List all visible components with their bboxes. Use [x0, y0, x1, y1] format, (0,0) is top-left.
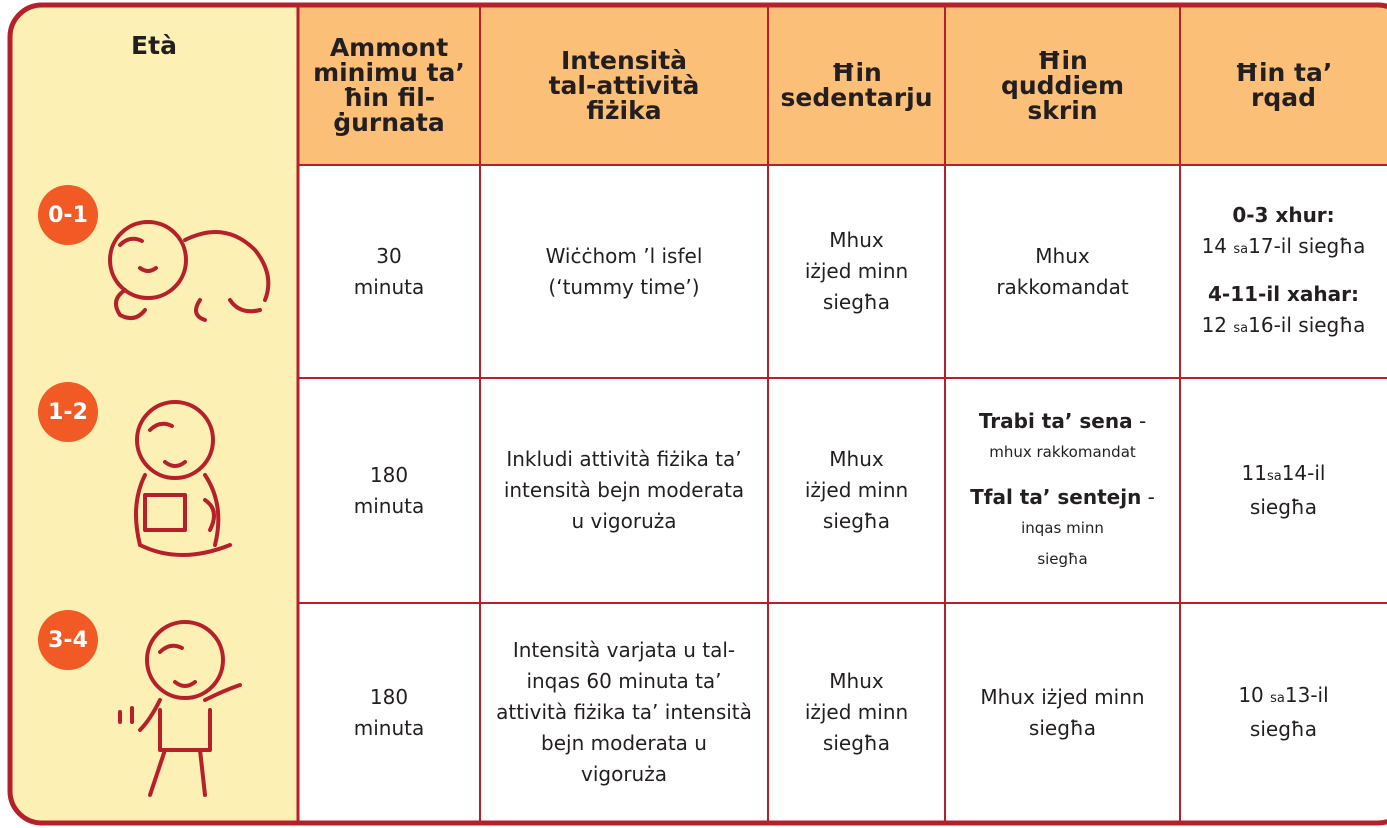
sleep-text: 12	[1201, 312, 1228, 337]
header-cell: Ħin sedentarju	[780, 58, 933, 112]
sleep-label: 4-11-il xahar:	[1207, 281, 1359, 306]
header-cell: Ħin ta’ rqad	[1234, 58, 1333, 112]
header-cell: Ħin quddiem skrin	[1000, 45, 1125, 125]
minimum-cell: 30 minuta	[353, 243, 425, 299]
age-badge: 3-4	[38, 610, 98, 670]
grid-lines	[296, 5, 1387, 822]
sleep-cell: 10 sa13-il siegħa	[1180, 603, 1387, 822]
table-border	[7, 2, 1387, 826]
age-badge: 0-1	[38, 185, 98, 245]
sleep-label: 0-3 xhur:	[1232, 202, 1335, 227]
minimum-cell: 180 minuta	[353, 684, 425, 740]
sleep-text: 17-il siegħa	[1248, 233, 1366, 258]
sleep-text: 16-il siegħa	[1248, 312, 1366, 337]
intensity-cell: Wiċċhom ’l isfel (‘tummy time’)	[545, 243, 703, 299]
baby-icon-sitting	[134, 400, 232, 557]
screen-text: mhux rakkomandat	[989, 443, 1136, 461]
sleep-text: sa	[1233, 241, 1249, 257]
intensity-cell: Intensità varjata u tal-inqas 60 minuta …	[496, 638, 752, 786]
sleep-cell: 0-3 xhur: 14 sa17-il siegħa 4-11-il xaha…	[1180, 165, 1387, 378]
header-cell: Intensità tal-attività fiżika	[548, 45, 700, 125]
baby-icon-crawling	[108, 220, 271, 322]
minimum-cell: 180 minuta	[353, 462, 425, 518]
sleep-text: sa	[1233, 320, 1249, 336]
screen-cell: Mhux rakkomandat	[996, 243, 1129, 299]
baby-icon-standing	[118, 620, 242, 797]
age-badge: 1-2	[38, 382, 98, 442]
sleep-text: sa	[1270, 691, 1285, 706]
intensity-cell: Inkludi attività fiżika ta’ intensità be…	[503, 447, 745, 533]
sleep-text: sa	[1266, 469, 1282, 484]
screen-cell: Mhux iżjed minn siegħa	[980, 684, 1145, 740]
header-age: Età	[131, 30, 177, 60]
sleep-text: 11	[1241, 461, 1267, 485]
screen-label: Trabi ta’ sena	[978, 409, 1133, 433]
screen-label: Tfal ta’ sentejn	[970, 485, 1142, 509]
sedentary-cell: Mhux iżjed minn siegħa	[804, 669, 909, 755]
sleep-text: 14-il siegħa	[1249, 461, 1326, 519]
sleep-text: 13-il siegħa	[1249, 683, 1329, 741]
sedentary-cell: Mhux iżjed minn siegħa	[804, 228, 909, 314]
sedentary-cell: Mhux iżjed minn siegħa	[804, 447, 909, 533]
screen-text: -	[1138, 409, 1147, 433]
screen-text: inqas minn siegħa	[1021, 519, 1104, 568]
header-cell: Ammont minimu ta’ ħin fil-ġurnata	[313, 33, 465, 137]
sleep-text: 10	[1238, 683, 1264, 707]
screen-cell: Trabi ta’ sena - mhux rakkomandat Tfal t…	[945, 378, 1180, 603]
sleep-cell: 11sa14-il siegħa	[1180, 378, 1387, 603]
sleep-text: 14	[1201, 233, 1228, 258]
screen-text: -	[1147, 485, 1155, 509]
